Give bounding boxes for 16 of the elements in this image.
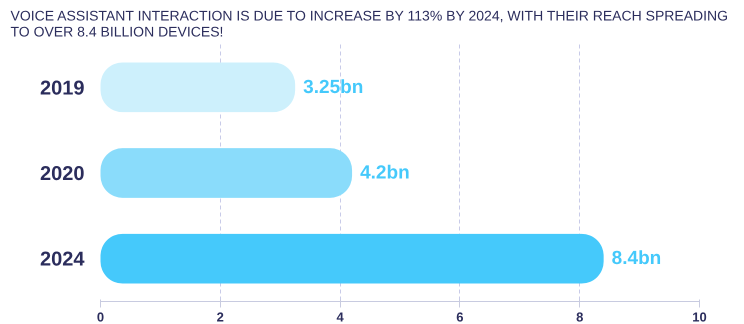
x-tick-label: 6 xyxy=(456,310,464,324)
y-tick-label: 2020 xyxy=(40,163,85,185)
bar xyxy=(100,62,296,112)
y-tick-label: 2024 xyxy=(40,248,86,271)
x-tick-label: 0 xyxy=(96,310,104,324)
data-label: 8.4bn xyxy=(612,248,662,270)
bar xyxy=(100,234,604,284)
x-tick-label: 10 xyxy=(692,310,707,324)
chart-title: VOICE ASSISTANT INTERACTION IS DUE TO INCREASE BY 113% BY 2024, WITH THEIR REACH SPREADING TO OVER 8.4 BILLION DEVICES! xyxy=(10,8,728,40)
data-label: 4.2bn xyxy=(360,162,410,184)
data-label: 3.25bn xyxy=(303,76,364,98)
x-tick-label: 4 xyxy=(336,310,344,324)
x-tick-label: 2 xyxy=(216,310,224,324)
bar xyxy=(100,148,352,198)
x-tick-label: 8 xyxy=(576,310,584,324)
y-tick-label: 2019 xyxy=(40,77,85,100)
